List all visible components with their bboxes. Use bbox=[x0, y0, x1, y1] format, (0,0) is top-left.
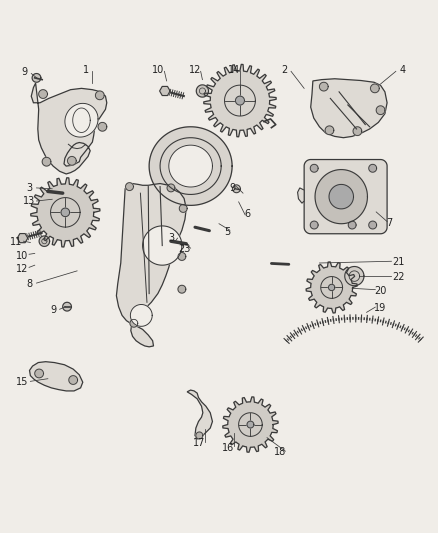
Text: 7: 7 bbox=[386, 218, 392, 228]
Polygon shape bbox=[233, 185, 240, 193]
Text: 23: 23 bbox=[178, 244, 190, 254]
Polygon shape bbox=[345, 266, 364, 286]
Text: 6: 6 bbox=[244, 209, 251, 219]
Polygon shape bbox=[131, 304, 152, 326]
Polygon shape bbox=[371, 84, 379, 93]
Text: 17: 17 bbox=[193, 438, 205, 448]
Polygon shape bbox=[32, 74, 41, 82]
Polygon shape bbox=[178, 253, 186, 261]
Polygon shape bbox=[329, 184, 353, 209]
Text: 13: 13 bbox=[23, 196, 35, 206]
Polygon shape bbox=[35, 369, 43, 378]
Text: 20: 20 bbox=[374, 286, 387, 295]
Polygon shape bbox=[311, 79, 387, 138]
Text: 11: 11 bbox=[10, 238, 22, 247]
Polygon shape bbox=[39, 236, 49, 246]
Polygon shape bbox=[348, 221, 356, 229]
Polygon shape bbox=[31, 178, 100, 247]
Text: 9: 9 bbox=[21, 67, 28, 77]
Polygon shape bbox=[29, 362, 83, 391]
Polygon shape bbox=[130, 319, 138, 327]
Polygon shape bbox=[321, 277, 343, 298]
Polygon shape bbox=[95, 91, 104, 100]
Polygon shape bbox=[223, 397, 278, 452]
Polygon shape bbox=[167, 184, 175, 192]
Polygon shape bbox=[65, 103, 98, 137]
Text: 9: 9 bbox=[229, 183, 235, 193]
Text: 19: 19 bbox=[374, 303, 387, 313]
Polygon shape bbox=[196, 432, 203, 439]
Text: 2: 2 bbox=[281, 65, 288, 75]
Polygon shape bbox=[328, 284, 335, 290]
Text: 5: 5 bbox=[225, 227, 231, 237]
Polygon shape bbox=[319, 82, 328, 91]
Text: 10: 10 bbox=[152, 65, 164, 75]
Polygon shape bbox=[306, 262, 357, 313]
Polygon shape bbox=[117, 183, 186, 347]
Text: 1: 1 bbox=[83, 65, 89, 75]
Text: 18: 18 bbox=[274, 447, 286, 457]
Polygon shape bbox=[143, 226, 182, 265]
Polygon shape bbox=[61, 208, 70, 216]
Polygon shape bbox=[42, 157, 51, 166]
Text: 22: 22 bbox=[392, 272, 404, 282]
Polygon shape bbox=[369, 164, 377, 172]
Polygon shape bbox=[50, 198, 80, 227]
Polygon shape bbox=[31, 83, 107, 174]
Text: 8: 8 bbox=[26, 279, 32, 289]
Polygon shape bbox=[225, 85, 255, 116]
Text: 15: 15 bbox=[16, 377, 29, 387]
Text: 10: 10 bbox=[16, 251, 28, 261]
Text: 4: 4 bbox=[399, 65, 406, 75]
Polygon shape bbox=[236, 96, 244, 105]
Polygon shape bbox=[159, 86, 170, 95]
Polygon shape bbox=[187, 390, 212, 439]
Polygon shape bbox=[297, 188, 304, 203]
Polygon shape bbox=[376, 106, 385, 115]
Polygon shape bbox=[69, 376, 78, 384]
Polygon shape bbox=[196, 85, 208, 97]
Polygon shape bbox=[149, 127, 232, 205]
Polygon shape bbox=[39, 90, 47, 99]
Polygon shape bbox=[178, 285, 186, 293]
Polygon shape bbox=[67, 157, 76, 165]
Polygon shape bbox=[169, 145, 212, 187]
Text: 21: 21 bbox=[392, 257, 404, 267]
Polygon shape bbox=[315, 169, 367, 224]
Polygon shape bbox=[310, 221, 318, 229]
Polygon shape bbox=[310, 164, 318, 172]
Polygon shape bbox=[126, 183, 134, 190]
Polygon shape bbox=[325, 126, 334, 135]
Polygon shape bbox=[369, 221, 377, 229]
Polygon shape bbox=[304, 159, 387, 234]
Polygon shape bbox=[353, 127, 362, 135]
Text: 12: 12 bbox=[189, 65, 201, 75]
Text: 12: 12 bbox=[16, 264, 29, 273]
Text: 16: 16 bbox=[222, 443, 234, 453]
Text: 14: 14 bbox=[228, 65, 240, 75]
Polygon shape bbox=[17, 233, 28, 243]
Text: 9: 9 bbox=[50, 305, 56, 315]
Polygon shape bbox=[239, 413, 262, 437]
Polygon shape bbox=[63, 302, 71, 311]
Text: 3: 3 bbox=[168, 233, 174, 243]
Polygon shape bbox=[98, 123, 107, 131]
Polygon shape bbox=[204, 64, 276, 137]
Polygon shape bbox=[247, 421, 254, 428]
Polygon shape bbox=[179, 205, 187, 212]
Text: 3: 3 bbox=[26, 183, 32, 193]
